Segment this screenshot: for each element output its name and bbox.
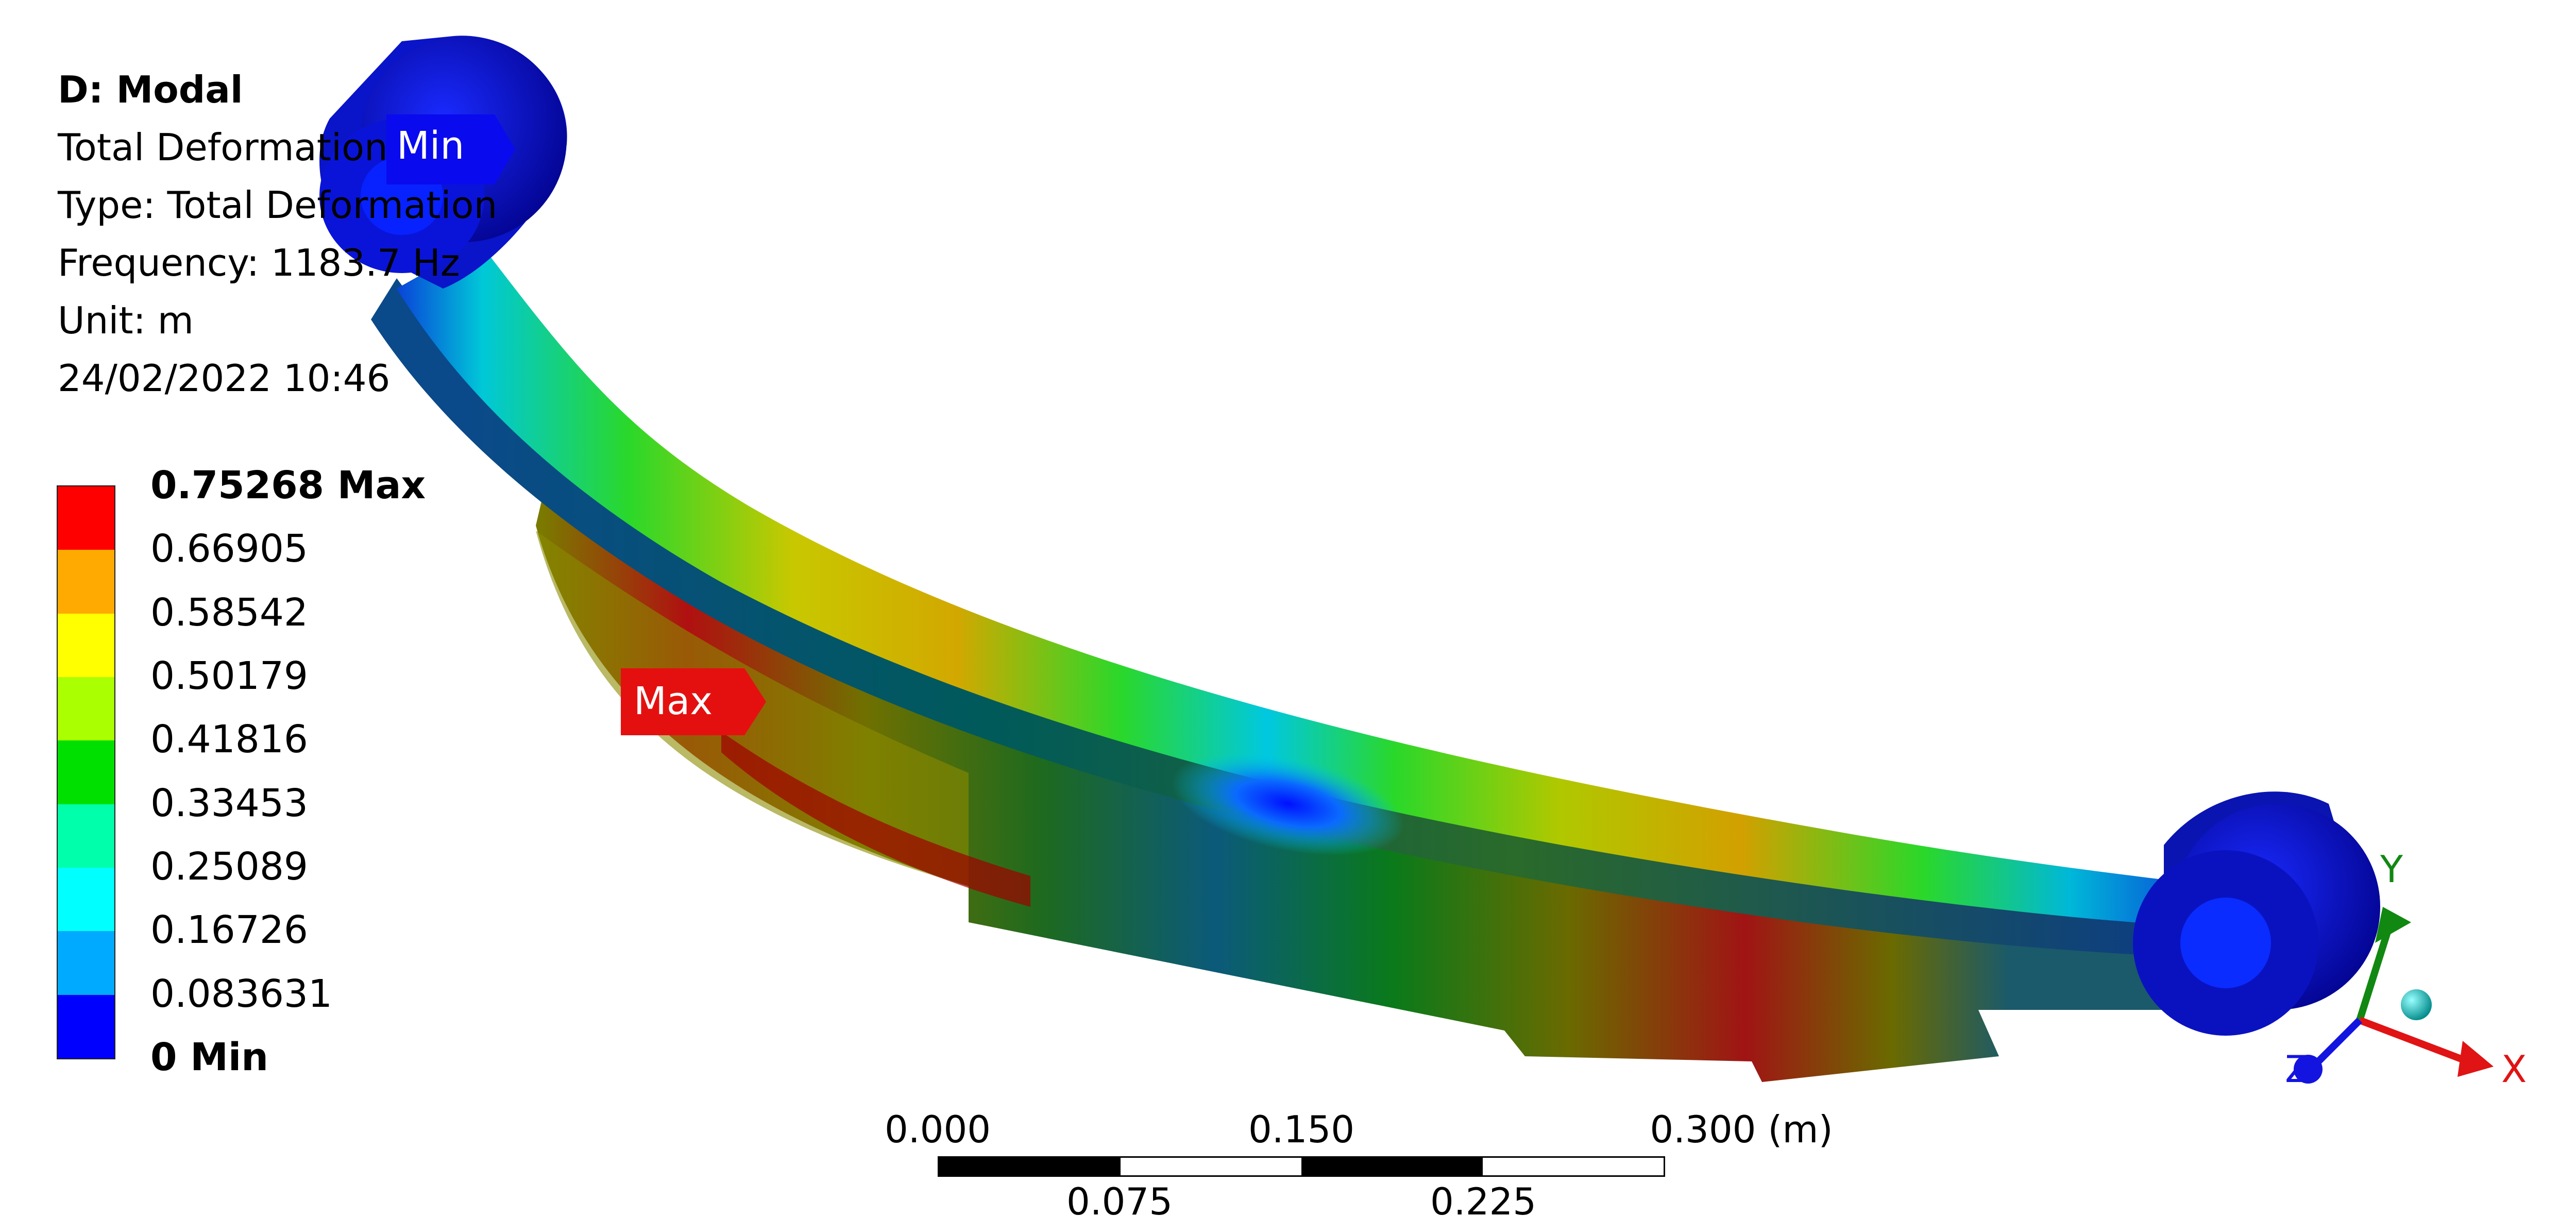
result-timestamp: 24/02/2022 10:46 <box>58 357 391 400</box>
deformation-min-spot <box>1172 752 1404 856</box>
triad-x-label: X <box>2501 1048 2527 1091</box>
legend-value-label: 0.50179 <box>150 654 309 698</box>
right-eye-bushing <box>2133 791 2380 1036</box>
legend-segment <box>58 677 114 741</box>
legend-segment <box>58 613 114 677</box>
legend-value-label: 0.33453 <box>150 781 309 825</box>
legend-segment <box>58 931 114 995</box>
triad-z-axis <box>2311 1018 2362 1069</box>
legend-segment <box>58 550 114 614</box>
triad-iso-ball[interactable] <box>2401 989 2432 1020</box>
triad-x-arrowhead <box>2458 1041 2494 1077</box>
max-probe-flag[interactable] <box>621 668 766 735</box>
lower-leaf-step <box>536 471 969 886</box>
legend-segment <box>58 867 114 932</box>
legend-segment <box>58 486 114 550</box>
result-type: Type: Total Deformation <box>58 183 498 227</box>
legend-segment <box>58 994 114 1058</box>
triad-y-label: Y <box>2380 848 2403 891</box>
scale-label-075: 0.075 <box>1066 1180 1173 1216</box>
result-info: D: Modal Total Deformation Type: Total D… <box>58 61 497 407</box>
max-probe-label[interactable]: Max <box>634 679 713 723</box>
triad-y-arrowhead <box>2375 907 2411 943</box>
triad-x-axis <box>2358 1017 2469 1065</box>
scale-label-300: 0.300 (m) <box>1650 1108 1833 1151</box>
result-name: Total Deformation <box>58 126 388 169</box>
legend-value-label: 0.66905 <box>150 527 309 571</box>
coordinate-triad[interactable]: X Y Z <box>2285 848 2527 1091</box>
legend-value-label: 0 Min <box>150 1035 268 1079</box>
mode-frequency: Frequency: 1183.7 Hz <box>58 241 460 284</box>
scale-label-225: 0.225 <box>1430 1180 1537 1216</box>
scale-label-0: 0.000 <box>884 1108 991 1151</box>
triad-z-label: Z <box>2285 1048 2310 1091</box>
legend-value-label: 0.58542 <box>150 590 309 635</box>
scale-label-150: 0.150 <box>1248 1108 1355 1151</box>
legend-value-label: 0.083631 <box>150 971 333 1016</box>
lower-leaf-red-band <box>721 732 1030 907</box>
triad-z-marker <box>2294 1055 2323 1084</box>
legend-segment <box>58 804 114 868</box>
result-unit: Unit: m <box>58 299 194 342</box>
triad-y-axis <box>2356 921 2394 1022</box>
leaf-stack-side <box>536 482 2215 1082</box>
legend-value-label: 0.75268 Max <box>150 463 426 508</box>
legend-value-label: 0.16726 <box>150 908 309 953</box>
legend-color-bar[interactable] <box>57 485 115 1059</box>
analysis-title: D: Modal <box>58 68 243 111</box>
min-probe-flag[interactable] <box>386 114 515 184</box>
legend-value-label: 0.41816 <box>150 717 309 762</box>
min-probe-label[interactable]: Min <box>397 124 465 168</box>
scale-bar <box>938 1156 1665 1177</box>
legend-segment <box>58 740 114 804</box>
legend-value-label: 0.25089 <box>150 845 309 889</box>
